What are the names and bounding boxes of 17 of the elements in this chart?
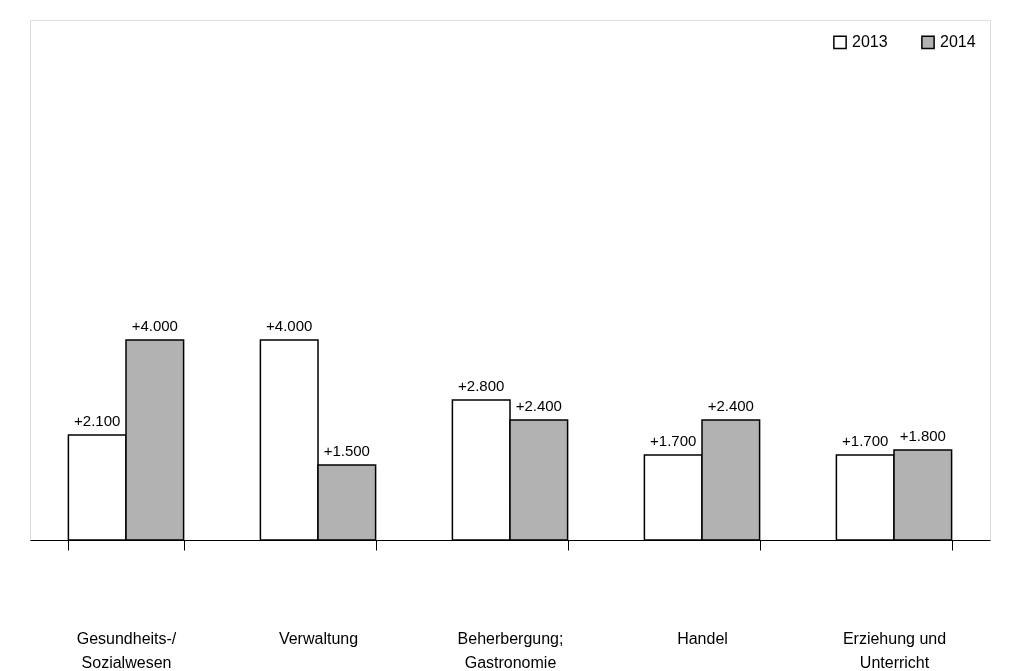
legend-label: 2014 xyxy=(940,33,976,51)
data-label: +4.000 xyxy=(266,317,313,334)
data-label: +2.100 xyxy=(74,412,121,429)
x-tick-label: Erziehung und Unterricht xyxy=(842,629,947,671)
data-label: +1.700 xyxy=(650,432,697,449)
data-label: +1.800 xyxy=(899,427,946,444)
data-label: +1.500 xyxy=(323,442,370,459)
x-tick-label: Beherbergung; Gastronomie xyxy=(457,629,564,671)
data-label: +2.400 xyxy=(707,397,754,414)
data-label: +2.400 xyxy=(515,397,562,414)
x-tick-label: Handel xyxy=(677,629,728,647)
x-tick-label: Gesundheits-/ Sozialwesen xyxy=(76,629,177,671)
data-label: +1.700 xyxy=(842,432,889,449)
data-label: +4.000 xyxy=(131,317,178,334)
legend-label: 2013 xyxy=(852,33,888,51)
data-label: +2.800 xyxy=(458,377,505,394)
x-tick-label: Verwaltung xyxy=(278,629,359,647)
